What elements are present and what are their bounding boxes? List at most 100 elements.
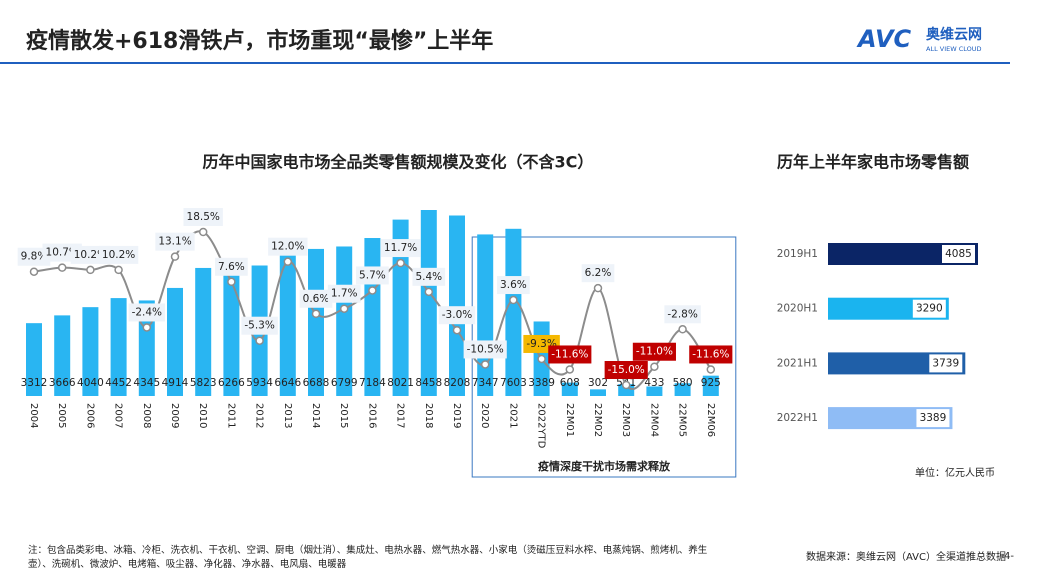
line-marker (678, 325, 687, 334)
bar (420, 210, 437, 396)
line-label-bg (497, 276, 530, 295)
logo-en: ALL VIEW CLOUD (926, 45, 982, 53)
bar-value-label: 433 (644, 377, 664, 389)
line-marker (311, 309, 321, 319)
line-value-label: -2.4% (132, 306, 162, 318)
bar-value-label: 3290 (916, 303, 943, 315)
line-value-label: -5.3% (244, 320, 274, 332)
x-tick-label: 2015 (338, 403, 349, 428)
slide-title: 疫情散发+618滑铁卢，市场重现“最惨”上半年 (26, 28, 493, 54)
line-label: 5.7% (356, 266, 389, 285)
bar (26, 323, 42, 396)
line-label: -2.8% (664, 305, 701, 324)
bar-value-label: 3389 (528, 377, 555, 389)
line-label-bg (548, 345, 592, 364)
bar-value-label: 7184 (359, 377, 386, 389)
bar (590, 389, 606, 396)
line-label-bg (155, 232, 195, 251)
line-marker (29, 267, 39, 276)
line-marker (227, 277, 236, 287)
chart-title: 历年上半年家电市场零售额 (777, 153, 969, 172)
bar (336, 246, 353, 396)
bar-value-label: 5934 (246, 377, 273, 389)
y-tick-label: 2019H1 (777, 248, 818, 260)
line-label-bg (17, 247, 51, 266)
line-label-bg (98, 245, 139, 264)
line-value-label: -2.8% (667, 308, 697, 320)
line-label: 3.6% (497, 276, 530, 295)
bar (449, 215, 465, 396)
bar-value-label: 6799 (331, 377, 358, 389)
bar-value-label: 4452 (105, 377, 132, 389)
line-label: -2.4% (128, 303, 166, 322)
line-label-bg (241, 316, 278, 335)
x-tick-label: 2012 (254, 403, 265, 428)
logo: AVC (856, 25, 912, 53)
line-label-bg (268, 237, 308, 256)
line-value-label: 1.7% (331, 288, 358, 300)
line-marker (198, 227, 208, 237)
line-marker (142, 323, 152, 332)
line-value-label: 18.5% (187, 211, 220, 223)
bar (110, 298, 127, 396)
line-label: 12.0% (268, 237, 308, 256)
line-label: -11.6% (548, 345, 592, 364)
line-marker (593, 283, 603, 293)
bar-value-label: 5823 (190, 377, 217, 389)
bar (364, 238, 381, 396)
x-tick-label: 2022YTD (536, 403, 547, 449)
x-tick-label: 2021 (507, 403, 518, 428)
line-marker (114, 265, 123, 275)
line-label-bg (581, 264, 615, 283)
line-marker (424, 287, 434, 297)
line-value-label: 10.2% (102, 249, 135, 261)
line-marker (255, 336, 264, 345)
bar (828, 243, 978, 265)
line-label-bg (183, 208, 223, 226)
line-marker (537, 354, 546, 364)
line-value-label: -11.6% (692, 348, 729, 360)
line-label-bg (215, 257, 248, 276)
line-marker (650, 362, 659, 371)
y-tick-label: 2021H1 (777, 357, 818, 369)
line-value-label: 9.8% (21, 251, 48, 263)
line-value-label: -3.0% (442, 309, 472, 321)
bar (477, 234, 494, 396)
bar (279, 249, 296, 396)
bar (674, 383, 691, 396)
x-tick-label: 2008 (141, 403, 152, 428)
line-label: 7.6% (215, 257, 248, 276)
line-value-label: 5.4% (415, 271, 442, 283)
line-label: 10.2% (98, 245, 139, 264)
bar (561, 382, 578, 396)
line-marker (368, 286, 377, 295)
bar (167, 287, 183, 396)
line-label: 0.6% (299, 289, 333, 308)
line-value-label: 10.7% (46, 247, 79, 259)
page-number: -4- (1000, 551, 1014, 562)
line-label: -11.0% (632, 342, 676, 361)
x-tick-label: 2004 (28, 403, 39, 428)
bar-value-label: 7603 (500, 377, 527, 389)
line-marker (565, 365, 575, 374)
line-label-bg (299, 289, 333, 308)
line-label: 18.5% (183, 208, 223, 226)
line-value-label: 13.1% (158, 236, 191, 248)
bar (54, 315, 71, 396)
line-value-label: -15.0% (608, 364, 645, 376)
bar-value-label: 608 (560, 377, 580, 389)
bar-value-label: 7347 (472, 377, 499, 389)
line-value-label: 11.7% (384, 242, 417, 254)
line-marker (509, 295, 518, 305)
line-value-label: 7.6% (218, 261, 245, 273)
x-tick-label: 2016 (366, 403, 377, 428)
bar-value-label: 3666 (49, 377, 76, 389)
bar (82, 307, 99, 396)
bar-value-label: 4085 (945, 248, 972, 260)
chart-title: 历年中国家电市场全品类零售额规模及变化（不含3C） (203, 153, 594, 172)
bar (618, 384, 635, 396)
line-value-label: -11.0% (636, 346, 673, 358)
line-value-label: -11.6% (551, 348, 588, 360)
bar-label-bg (916, 409, 950, 428)
